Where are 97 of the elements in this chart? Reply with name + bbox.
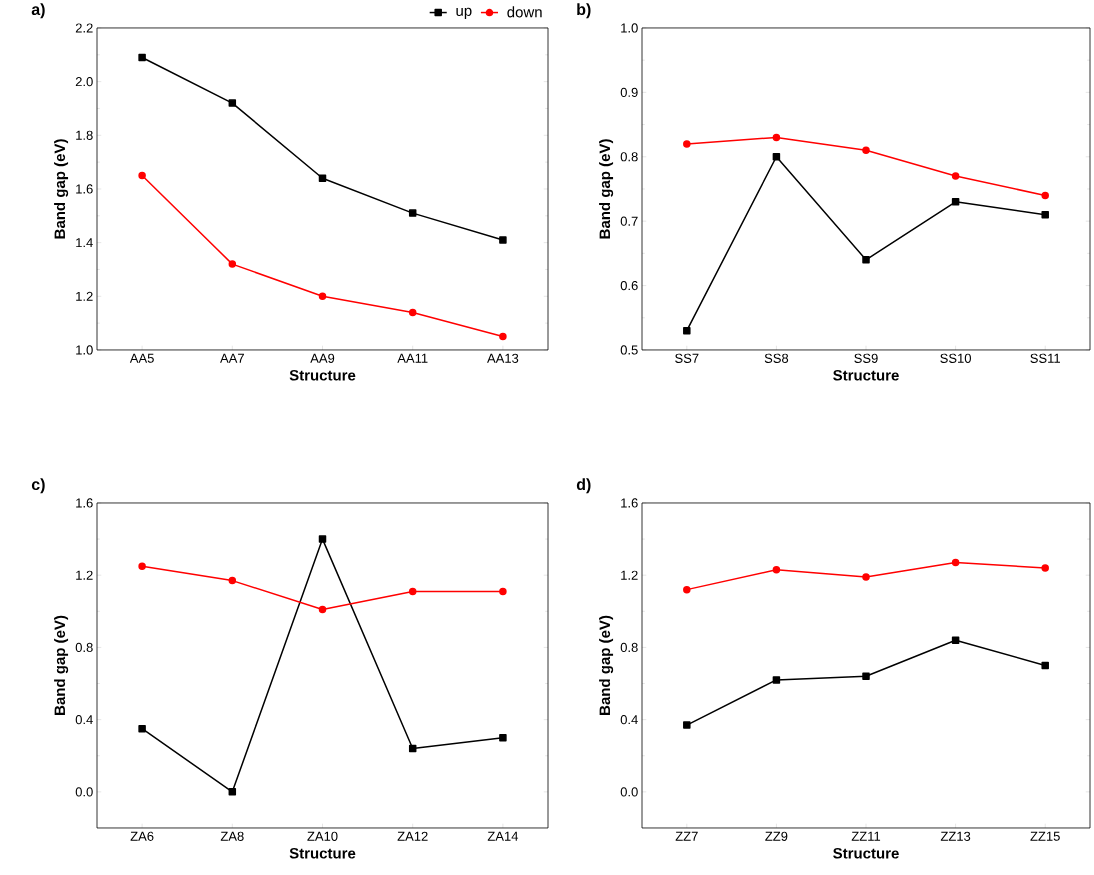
y-tick-label: 1.6: [621, 498, 638, 508]
x-tick-label: ZA14: [487, 831, 519, 841]
x-axis-title: Structure: [289, 847, 356, 859]
y-axis-title: Band gap (eV): [54, 615, 69, 715]
x-tick-label: SS7: [675, 353, 699, 363]
legend-label: up: [456, 7, 472, 19]
point: [499, 587, 507, 596]
point: [862, 146, 870, 155]
point: [408, 308, 417, 317]
y-tick-label: 1.2: [621, 570, 638, 580]
y-tick-label: 2.0: [75, 77, 93, 87]
y-tick-label: 1.0: [621, 23, 638, 33]
y-axis-title: Band gap (eV): [599, 615, 614, 715]
y-tick-label: 1.4: [76, 238, 93, 248]
y-tick-label: 0.8: [620, 152, 638, 162]
point: [683, 140, 691, 148]
y-tick-label: 1.8: [76, 130, 93, 140]
x-tick-label: SS11: [1030, 353, 1060, 363]
point: [683, 721, 691, 729]
point: [1041, 191, 1049, 200]
y-tick-label: 0.7: [620, 216, 638, 226]
point: [318, 292, 327, 301]
point: [318, 174, 327, 182]
point: [228, 788, 237, 796]
x-tick-label: AA9: [310, 353, 335, 363]
x-tick-label: SS10: [940, 353, 971, 363]
y-tick-label: 0.8: [75, 642, 93, 653]
x-tick-label: ZZ13: [940, 831, 971, 841]
y-axis-title: Band gap (eV): [54, 139, 69, 239]
point: [772, 676, 781, 684]
point: [772, 133, 781, 142]
y-tick-label: 1.6: [76, 184, 93, 194]
point: [318, 605, 327, 614]
point: [138, 171, 146, 180]
point: [1041, 564, 1049, 572]
point: [138, 562, 146, 570]
y-axis-title: Band gap (eV): [599, 139, 614, 239]
x-tick-label: SS8: [764, 353, 789, 363]
y-tick-label: 0.0: [620, 787, 638, 797]
point: [408, 209, 417, 217]
chart-title: d): [576, 478, 591, 494]
chart-title: a): [31, 3, 45, 19]
x-tick-label: ZA6: [130, 831, 154, 841]
point: [228, 576, 237, 585]
y-tick-label: 1.0: [76, 345, 93, 355]
x-tick-label: AA11: [397, 353, 428, 363]
point: [228, 99, 237, 107]
point: [1041, 661, 1049, 670]
point: [318, 535, 327, 543]
y-tick-label: 0.8: [620, 642, 638, 653]
point: [683, 326, 691, 335]
point: [408, 587, 417, 596]
x-tick-label: AA13: [487, 353, 519, 363]
point: [951, 636, 960, 644]
x-axis-title: Structure: [833, 847, 899, 859]
point: [138, 53, 146, 62]
chart-title: c): [31, 478, 45, 494]
x-tick-label: SS9: [854, 353, 878, 363]
x-tick-label: ZZ15: [1030, 831, 1060, 841]
point: [772, 153, 781, 161]
point: [1041, 210, 1049, 219]
y-tick-label: 0.5: [620, 345, 638, 355]
legend-label: down: [507, 6, 542, 18]
point: [138, 724, 146, 733]
x-tick-label: ZA8: [220, 831, 244, 841]
point: [228, 260, 237, 268]
point: [951, 198, 960, 206]
y-tick-label: 0.0: [75, 787, 93, 797]
y-tick-label: 1.6: [76, 498, 93, 508]
x-tick-label: AA5: [129, 353, 154, 363]
point: [683, 585, 691, 594]
x-tick-label: AA7: [220, 353, 244, 363]
point: [862, 256, 870, 264]
point: [499, 332, 507, 341]
x-tick-label: ZZ11: [851, 831, 881, 841]
point: [408, 744, 417, 753]
point: [772, 566, 781, 574]
x-tick-label: ZZ9: [765, 831, 788, 841]
y-tick-label: 0.4: [620, 715, 638, 725]
x-tick-label: ZA12: [397, 831, 428, 841]
y-tick-label: 0.4: [75, 715, 93, 725]
x-tick-label: ZZ7: [675, 831, 698, 841]
x-axis-title: Structure: [289, 369, 356, 381]
point: [862, 573, 870, 581]
y-tick-label: 0.6: [620, 280, 638, 291]
point: [951, 172, 960, 180]
y-tick-label: 0.9: [620, 87, 638, 97]
point: [951, 558, 960, 567]
y-tick-label: 1.2: [76, 291, 93, 301]
point: [499, 733, 507, 742]
x-tick-label: ZA10: [307, 831, 338, 841]
y-tick-label: 1.2: [76, 570, 93, 580]
x-axis-title: Structure: [833, 369, 899, 381]
chart-title: b): [577, 3, 591, 19]
point: [862, 672, 870, 681]
point: [499, 236, 507, 244]
y-tick-label: 2.2: [75, 23, 93, 33]
